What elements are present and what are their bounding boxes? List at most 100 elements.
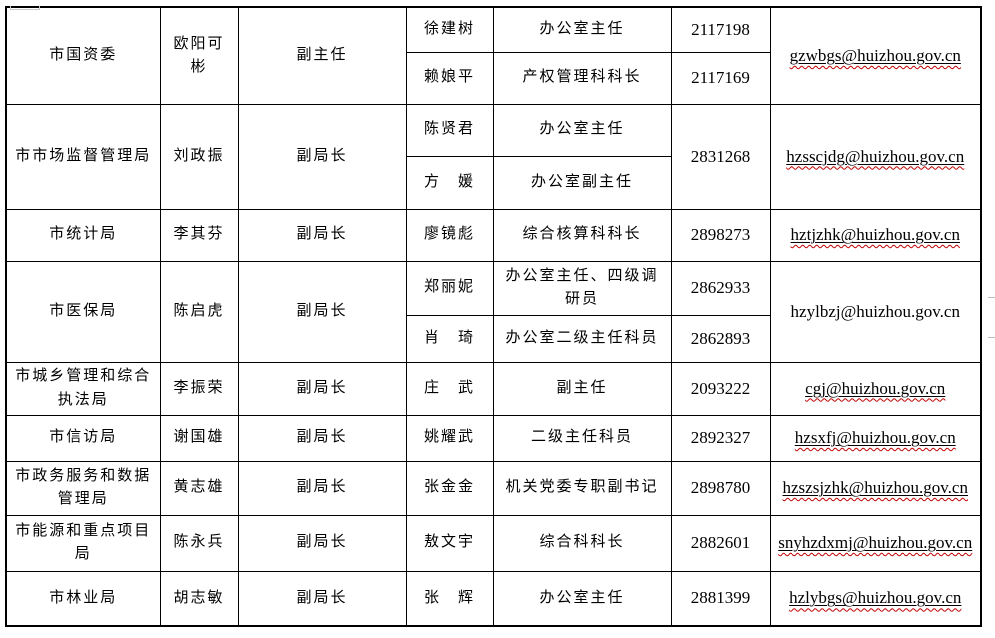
cell-email: hzsxfj@huizhou.gov.cn <box>769 414 982 462</box>
cell-leader-title: 副局长 <box>237 361 407 416</box>
cell-email: snyhzdxmj@huizhou.gov.cn <box>769 514 982 572</box>
cell-contact-title: 副主任 <box>492 361 672 416</box>
cropped-cell-remnant-right <box>988 297 995 338</box>
cell-contact-title: 办公室主任 <box>492 570 672 627</box>
contact-table: 市国资委 欧阳可彬 副主任 徐建树 办公室主任 2117198 gzwbgs@huizhou… <box>5 6 982 627</box>
cell-contact-title: 办公室副主任 <box>492 155 672 210</box>
table-row: 肖 琦办公室二级主任科员 2862893 <box>6 314 981 363</box>
cell-phone: 2898780 <box>670 460 771 516</box>
cell-email: hzlybgs@huizhou.gov.cn <box>769 570 982 627</box>
cell-contact-title: 综合核算科科长 <box>492 208 672 262</box>
cell-department: 市城乡管理和综合执法局 <box>5 361 161 416</box>
cell-department: 市医保局 <box>5 260 161 363</box>
cell-department: 市国资委 <box>5 6 161 105</box>
email-spellcheck-wrap: hzylbzj@huizhou.gov.cn <box>791 302 960 321</box>
cell-leader-name: 刘政振 <box>159 103 239 210</box>
cell-phone: 2881399 <box>670 570 771 627</box>
cell-leader-name: 谢国雄 <box>159 414 239 462</box>
cell-contact-name: 肖 琦 <box>405 314 494 363</box>
cell-department: 市统计局 <box>5 208 161 262</box>
cell-contact-title: 二级主任科员 <box>492 414 672 462</box>
cell-leader-name: 欧阳可彬 <box>159 6 239 105</box>
table-row: 市统计局 李其芬 副局长 廖镜彪 综合核算科科长 2898273 hztjzhk@huizh… <box>5 208 982 262</box>
cell-department: 市林业局 <box>5 570 161 627</box>
cell-email: cgj@huizhou.gov.cn <box>769 361 982 416</box>
cell-contact-name: 方 媛 <box>405 155 494 210</box>
cell-leader-name: 陈永兵 <box>159 514 239 572</box>
table-row: 市政务服务和数据管理局 黄志雄 副局长 张金金 机关党委专职副书记 2898780 hzsz… <box>5 460 982 516</box>
cell-phone: 2117198 <box>670 6 771 53</box>
cell-contact-name: 赖娘平 <box>405 51 494 105</box>
cell-contact-name: 张金金 <box>405 460 494 516</box>
contact-table-body: 市国资委 欧阳可彬 副主任 徐建树 办公室主任 2117198 gzwbgs@huizhou… <box>5 6 982 627</box>
cell-contact-name: 敖文宇 <box>405 514 494 572</box>
cell-contact-name: 廖镜彪 <box>405 208 494 262</box>
email-spellcheck-wrap: gzwbgs@huizhou.gov.cn <box>790 46 961 65</box>
email-spellcheck-wrap: cgj@huizhou.gov.cn <box>805 379 945 398</box>
cell-department: 市市场监督管理局 <box>5 103 161 210</box>
cropped-row-remnant-top <box>10 6 40 10</box>
email-text: gzwbgs@huizhou.gov.cn <box>789 45 961 65</box>
table-row: 赖娘平 产权管理科科长 2117169 <box>6 51 981 105</box>
email-text: hztjzhk@huizhou.gov.cn <box>790 225 960 244</box>
email-text: snyhzdxmj@huizhou.gov.cn <box>778 533 973 552</box>
table-row: 市林业局 胡志敏 副局长张 辉办公室主任 2881399 hzlybgs@huizhou… <box>5 570 982 627</box>
cell-contact-name: 庄 武 <box>405 361 494 416</box>
email-text: hzylbzj@huizhou.gov.cn <box>790 301 960 321</box>
email-text: hzszsjzhk@huizhou.gov.cn <box>782 478 968 497</box>
cell-contact-name: 张 辉 <box>405 570 494 627</box>
table-row: 市信访局 谢国雄 副局长 姚耀武 二级主任科员 2892327 hzsxfj@huizhou… <box>5 414 982 462</box>
cell-contact-title: 办公室主任 <box>492 6 672 53</box>
email-text: hzsscjdg@huizhou.gov.cn <box>786 146 965 166</box>
cell-phone: 2882601 <box>670 514 771 572</box>
cell-contact-title: 机关党委专职副书记 <box>492 460 672 516</box>
table-row: 市城乡管理和综合执法局 李振荣 副局长庄 武副主任 2093222 cgj@huizho… <box>5 361 982 416</box>
cell-phone: 2831268 <box>670 103 771 210</box>
table-row: 方 媛办公室副主任 <box>6 155 981 210</box>
cell-department: 市能源和重点项目局 <box>5 514 161 572</box>
cell-contact-name: 郑丽妮 <box>405 260 494 316</box>
cell-department: 市信访局 <box>5 414 161 462</box>
cell-email: hzszsjzhk@huizhou.gov.cn <box>769 460 982 516</box>
cell-leader-title: 副局长 <box>237 570 407 627</box>
cell-contact-title: 产权管理科科长 <box>492 51 672 105</box>
table-row: 市市场监督管理局 刘政振 副局长 陈贤君 办公室主任 2831268 hzsscjdg@hu… <box>5 103 982 210</box>
email-spellcheck-wrap: hztjzhk@huizhou.gov.cn <box>791 225 960 244</box>
cell-leader-name: 李其芬 <box>159 208 239 262</box>
cell-leader-title: 副局长 <box>237 208 407 262</box>
cell-leader-title: 副局长 <box>237 103 407 210</box>
cell-phone: 2093222 <box>670 361 771 416</box>
cell-leader-title: 副局长 <box>237 414 407 462</box>
cell-email: hztjzhk@huizhou.gov.cn <box>769 208 982 262</box>
cell-contact-title: 综合科科长 <box>492 514 672 572</box>
cell-leader-title: 副主任 <box>237 6 407 105</box>
table-row: 市能源和重点项目局 陈永兵 副局长 敖文宇 综合科科长 2882601 snyhzdxmj@… <box>5 514 982 572</box>
email-text: cgj@huizhou.gov.cn <box>805 378 946 398</box>
cell-leader-name: 李振荣 <box>159 361 239 416</box>
email-spellcheck-wrap: hzszsjzhk@huizhou.gov.cn <box>783 478 968 497</box>
cell-email: gzwbgs@huizhou.gov.cn <box>769 6 982 105</box>
cell-leader-title: 副局长 <box>237 514 407 572</box>
cell-contact-name: 姚耀武 <box>405 414 494 462</box>
cell-leader-name: 胡志敏 <box>159 570 239 627</box>
cell-phone: 2862933 <box>670 260 771 316</box>
cell-phone: 2898273 <box>670 208 771 262</box>
cell-email: hzylbzj@huizhou.gov.cn <box>769 260 982 363</box>
email-spellcheck-wrap: hzsscjdg@huizhou.gov.cn <box>786 147 964 166</box>
cell-contact-title: 办公室主任 <box>492 103 672 157</box>
cell-phone: 2892327 <box>670 414 771 462</box>
cell-leader-name: 黄志雄 <box>159 460 239 516</box>
cell-department: 市政务服务和数据管理局 <box>5 460 161 516</box>
email-spellcheck-wrap: snyhzdxmj@huizhou.gov.cn <box>778 533 972 552</box>
table-row: 市医保局 陈启虎 副局长 郑丽妮 办公室主任、四级调研员 2862933 hzylbzj@h… <box>5 260 982 363</box>
cell-leader-title: 副局长 <box>237 460 407 516</box>
email-spellcheck-wrap: hzsxfj@huizhou.gov.cn <box>795 428 956 447</box>
table-row: 市国资委 欧阳可彬 副主任 徐建树 办公室主任 2117198 gzwbgs@huizhou… <box>5 6 982 105</box>
email-text: hzsxfj@huizhou.gov.cn <box>794 428 956 447</box>
cell-leader-name: 陈启虎 <box>159 260 239 363</box>
cell-contact-name: 陈贤君 <box>405 103 494 157</box>
email-spellcheck-wrap: hzlybgs@huizhou.gov.cn <box>789 588 961 607</box>
cell-phone: 2862893 <box>670 314 771 363</box>
cell-email: hzsscjdg@huizhou.gov.cn <box>769 103 982 210</box>
cell-phone: 2117169 <box>670 51 771 105</box>
